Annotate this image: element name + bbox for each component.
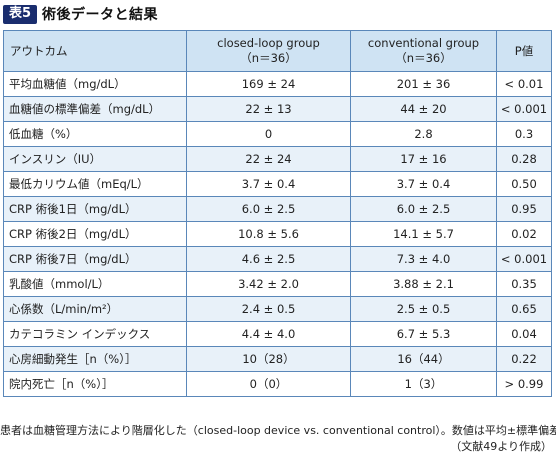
p-value-cell: < 0.01 bbox=[496, 71, 552, 97]
outcome-cell: インスリン（IU） bbox=[3, 146, 187, 172]
p-value-cell: 0.22 bbox=[496, 346, 552, 372]
conventional-cell: 6.0 ± 2.5 bbox=[350, 196, 497, 222]
table-row: CRP 術後7日（mg/dL） 4.6 ± 2.5 7.3 ± 4.0 < 0.001 bbox=[3, 246, 552, 272]
header-outcome: アウトカム bbox=[3, 30, 187, 72]
results-table: アウトカム closed-loop group （n＝36） conventio… bbox=[3, 30, 552, 397]
conventional-cell: 6.7 ± 5.3 bbox=[350, 321, 497, 347]
p-value-cell: < 0.001 bbox=[496, 96, 552, 122]
table-row: 院内死亡［n（%）］ 0（0） 1（3） > 0.99 bbox=[3, 371, 552, 397]
table-row: 平均血糖値（mg/dL） 169 ± 24 201 ± 36 < 0.01 bbox=[3, 71, 552, 97]
conventional-cell: 2.8 bbox=[350, 121, 497, 147]
outcome-cell: 院内死亡［n（%）］ bbox=[3, 371, 187, 397]
outcome-cell: 最低カリウム値（mEq/L） bbox=[3, 171, 187, 197]
conventional-cell: 44 ± 20 bbox=[350, 96, 497, 122]
closed-loop-cell: 22 ± 24 bbox=[186, 146, 351, 172]
p-value-cell: 0.28 bbox=[496, 146, 552, 172]
table-row: カテコラミン インデックス 4.4 ± 4.0 6.7 ± 5.3 0.04 bbox=[3, 321, 552, 347]
p-value-cell: 0.95 bbox=[496, 196, 552, 222]
closed-loop-cell: 2.4 ± 0.5 bbox=[186, 296, 351, 322]
p-value-cell: 0.02 bbox=[496, 221, 552, 247]
conventional-cell: 2.5 ± 0.5 bbox=[350, 296, 497, 322]
outcome-cell: 平均血糖値（mg/dL） bbox=[3, 71, 187, 97]
conventional-cell: 16（44） bbox=[350, 346, 497, 372]
outcome-cell: 心房細動発生［n（%）］ bbox=[3, 346, 187, 372]
p-value-cell: 0.50 bbox=[496, 171, 552, 197]
outcome-cell: 心係数（L/min/m²） bbox=[3, 296, 187, 322]
p-value-cell: < 0.001 bbox=[496, 246, 552, 272]
p-value-cell: > 0.99 bbox=[496, 371, 552, 397]
table-title: 術後データと結果 bbox=[42, 7, 159, 23]
table-row: 心係数（L/min/m²） 2.4 ± 0.5 2.5 ± 0.5 0.65 bbox=[3, 296, 552, 322]
table-row: 低血糖（%） 0 2.8 0.3 bbox=[3, 121, 552, 147]
outcome-cell: CRP 術後7日（mg/dL） bbox=[3, 246, 187, 272]
outcome-cell: CRP 術後1日（mg/dL） bbox=[3, 196, 187, 222]
closed-loop-cell: 10.8 ± 5.6 bbox=[186, 221, 351, 247]
p-value-cell: 0.3 bbox=[496, 121, 552, 147]
closed-loop-cell: 3.42 ± 2.0 bbox=[186, 271, 351, 297]
outcome-cell: 乳酸値（mmol/L） bbox=[3, 271, 187, 297]
closed-loop-cell: 4.6 ± 2.5 bbox=[186, 246, 351, 272]
closed-loop-cell: 10（28） bbox=[186, 346, 351, 372]
closed-loop-cell: 6.0 ± 2.5 bbox=[186, 196, 351, 222]
table-row: 血糖値の標準偏差（mg/dL） 22 ± 13 44 ± 20 < 0.001 bbox=[3, 96, 552, 122]
table-caption: 表5 術後データと結果 bbox=[3, 4, 158, 24]
conventional-cell: 14.1 ± 5.7 bbox=[350, 221, 497, 247]
closed-loop-cell: 3.7 ± 0.4 bbox=[186, 171, 351, 197]
table-row: インスリン（IU） 22 ± 24 17 ± 16 0.28 bbox=[3, 146, 552, 172]
closed-loop-cell: 169 ± 24 bbox=[186, 71, 351, 97]
conventional-cell: 3.7 ± 0.4 bbox=[350, 171, 497, 197]
header-closed-loop: closed-loop group （n＝36） bbox=[186, 30, 351, 72]
outcome-cell: CRP 術後2日（mg/dL） bbox=[3, 221, 187, 247]
conventional-cell: 1（3） bbox=[350, 371, 497, 397]
header-p-value: P値 bbox=[496, 30, 552, 72]
closed-loop-cell: 0 bbox=[186, 121, 351, 147]
table-row: CRP 術後2日（mg/dL） 10.8 ± 5.6 14.1 ± 5.7 0.02 bbox=[3, 221, 552, 247]
p-value-cell: 0.35 bbox=[496, 271, 552, 297]
conventional-cell: 3.88 ± 2.1 bbox=[350, 271, 497, 297]
table-row: CRP 術後1日（mg/dL） 6.0 ± 2.5 6.0 ± 2.5 0.95 bbox=[3, 196, 552, 222]
conventional-cell: 201 ± 36 bbox=[350, 71, 497, 97]
footnote: 患者は血糖管理方法により階層化した（closed-loop device vs.… bbox=[0, 423, 556, 455]
outcome-cell: カテコラミン インデックス bbox=[3, 321, 187, 347]
table-row: 乳酸値（mmol/L） 3.42 ± 2.0 3.88 ± 2.1 0.35 bbox=[3, 271, 552, 297]
conventional-cell: 7.3 ± 4.0 bbox=[350, 246, 497, 272]
header-conventional: conventional group （n＝36） bbox=[350, 30, 497, 72]
outcome-cell: 血糖値の標準偏差（mg/dL） bbox=[3, 96, 187, 122]
footnote-source: （文献49より作成） bbox=[450, 440, 552, 453]
p-value-cell: 0.65 bbox=[496, 296, 552, 322]
table-number-badge: 表5 bbox=[3, 4, 38, 24]
outcome-cell: 低血糖（%） bbox=[3, 121, 187, 147]
closed-loop-cell: 22 ± 13 bbox=[186, 96, 351, 122]
p-value-cell: 0.04 bbox=[496, 321, 552, 347]
closed-loop-cell: 4.4 ± 4.0 bbox=[186, 321, 351, 347]
footnote-text: 患者は血糖管理方法により階層化した（closed-loop device vs.… bbox=[0, 424, 556, 437]
table-row: 心房細動発生［n（%）］ 10（28） 16（44） 0.22 bbox=[3, 346, 552, 372]
header-row: アウトカム closed-loop group （n＝36） conventio… bbox=[3, 30, 552, 72]
closed-loop-cell: 0（0） bbox=[186, 371, 351, 397]
table-row: 最低カリウム値（mEq/L） 3.7 ± 0.4 3.7 ± 0.4 0.50 bbox=[3, 171, 552, 197]
conventional-cell: 17 ± 16 bbox=[350, 146, 497, 172]
